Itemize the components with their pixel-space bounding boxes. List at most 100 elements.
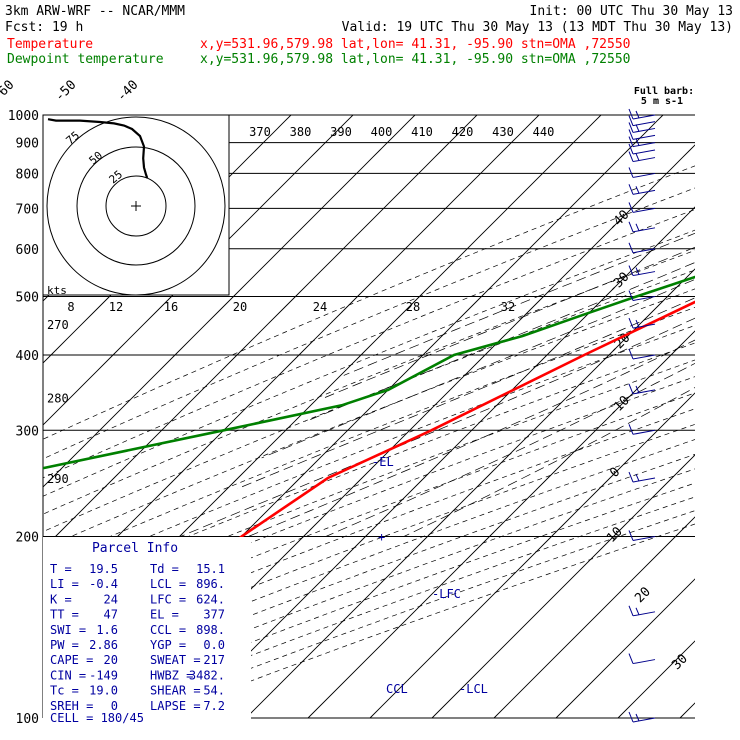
pressure-label: 1000 [8,109,39,124]
parcel-info-cell: SHEAR = [150,684,201,698]
model-title: 3km ARW-WRF -- NCAR/MMM [5,4,185,19]
parcel-info-cell: 20 [104,653,118,667]
parcel-info-cell: 54. [203,684,225,698]
dry-adiabat-label: 280 [47,392,69,406]
wind-barb-flag [628,167,634,178]
pressure-label: 200 [16,530,39,545]
isotherm-side-label: 30 [669,651,691,673]
dry-adiabat-line [43,307,695,566]
pressure-label: 100 [16,712,39,727]
isotherm-line [43,115,602,674]
dry-adiabat-line [186,523,695,706]
moist-adiabat-line [403,387,695,537]
wind-barb-flag [635,110,640,119]
wind-barb-flag [628,471,634,483]
dry-adiabat-line [43,187,695,460]
wind-barb [632,207,656,213]
parcel-info-cell: EL = [150,608,179,622]
dry-adiabat-line [43,392,695,643]
init-time: Init: 00 UTC Thu 30 May 13 [530,4,734,19]
dry-adiabat-line [43,453,695,698]
wind-barbs [628,108,656,723]
isotherm-line [679,702,695,719]
dry-adiabat-label: 270 [47,318,69,332]
wind-barb-flag [635,713,640,722]
theta-label: 400 [371,125,393,139]
hodograph-unit: kts [47,284,67,297]
dewpoint-location: x,y=531.96,579.98 lat,lon= 41.31, -95.90… [200,52,630,67]
moist-adiabat-line [261,278,695,459]
isotherm-line [617,640,695,719]
level-marker: -LCL [459,682,488,696]
dry-adiabat-line [43,209,695,479]
wind-barb-flag [635,385,640,394]
parcel-info-cell: -0.4 [89,577,118,591]
isotherm-side-label: 20 [632,584,654,606]
pressure-axis-labels: 1000 900 800 700 600 500 400 300 200 100 [8,109,39,727]
parcel-info-cell: HWBZ = [150,668,193,682]
parcel-info-background [43,537,251,730]
dry-adiabat-line [43,376,695,628]
parcel-info-cell: CCL = [150,623,186,637]
hodograph-ring [105,175,167,237]
wind-barb-flag [628,202,634,213]
parcel-info-cell: 7.2 [203,699,225,713]
hodograph-ring [46,116,226,296]
wind-barb-flag [628,129,634,140]
parcel-info-cell: -149 [89,668,118,682]
wind-barb [632,149,656,155]
dry-adiabat-line [43,269,695,532]
mixing-ratio-upper-label: 24 [313,300,327,314]
wind-barb-flag [628,242,634,253]
parcel-info-cell: 19.0 [89,684,118,698]
level-marker: -EL [372,455,394,469]
wind-barb-flag [628,115,634,126]
parcel-info-cell: 624. [196,592,225,606]
parcel-info-cell: 377 [203,608,225,622]
parcel-info-cell: 15.1 [196,562,225,576]
wind-barb [632,296,656,302]
forecast-hour: Fcst: 19 h [5,20,83,35]
parcel-info-cell: SWI = [50,623,86,637]
isotherm-line [369,392,695,719]
mixing-ratio-upper-label: 20 [233,300,247,314]
parcel-info-cell: 2.86 [89,638,118,652]
dry-adiabat-line [43,229,695,497]
isotherm-line [245,268,695,719]
parcel-info-cell: 896. [196,577,225,591]
parcel-info-cell: 217 [203,653,225,667]
thermo-grid [43,115,695,719]
wind-barb [632,477,656,483]
isotherm-line [59,115,664,719]
wind-barb-flag [628,424,634,435]
wind-barb-flag [628,122,634,133]
wind-barb [632,189,656,195]
parcel-info-cell: LAPSE = [150,699,201,713]
hodograph-line [47,118,149,179]
wind-barb [632,354,656,360]
wind-barb-flag [628,265,634,276]
wind-barb-flag [628,290,634,301]
wind-barb [632,611,656,617]
parcel-info-cell: Td = [150,562,179,576]
wind-barb-flag [635,186,640,194]
parcel-info-cell: CAPE = [50,653,93,667]
isotherm-line [43,115,478,550]
wind-barb-flag [628,711,634,723]
wind-barb [632,134,656,140]
wind-barb-flag [628,151,634,162]
parcel-info-cell: 0.0 [203,638,225,652]
pressure-label: 600 [16,243,39,258]
parcel-info-cell: LCL = [150,577,186,591]
wind-barb-flag [635,138,640,146]
wind-barb-flag [635,319,640,328]
level-markers: -EL -LFC -LCL CCL + [372,455,488,696]
dry-adiabat-labels: 290 280 270 [47,318,69,486]
isotherm-line [43,115,540,612]
dry-adiabat-line [43,288,695,549]
moist-adiabat-line [343,232,695,376]
wind-barb-flag [628,317,634,329]
wind-barb-flag [635,473,640,482]
wind-barb-flag [628,653,634,664]
